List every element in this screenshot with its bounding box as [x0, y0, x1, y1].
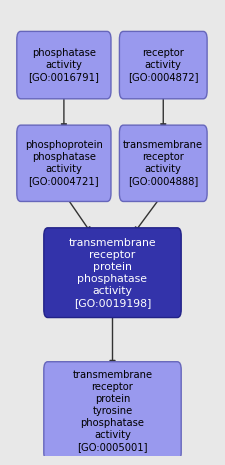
FancyBboxPatch shape [17, 32, 111, 99]
FancyBboxPatch shape [17, 125, 111, 201]
Text: phosphatase
activity
[GO:0016791]: phosphatase activity [GO:0016791] [29, 48, 99, 82]
FancyBboxPatch shape [119, 125, 207, 201]
Text: transmembrane
receptor
protein
tyrosine
phosphatase
activity
[GO:0005001]: transmembrane receptor protein tyrosine … [72, 370, 153, 452]
Text: receptor
activity
[GO:0004872]: receptor activity [GO:0004872] [128, 48, 198, 82]
Text: phosphoprotein
phosphatase
activity
[GO:0004721]: phosphoprotein phosphatase activity [GO:… [25, 140, 103, 186]
FancyBboxPatch shape [44, 362, 181, 460]
Text: transmembrane
receptor
protein
phosphatase
activity
[GO:0019198]: transmembrane receptor protein phosphata… [69, 238, 156, 308]
Text: transmembrane
receptor
activity
[GO:0004888]: transmembrane receptor activity [GO:0004… [123, 140, 203, 186]
FancyBboxPatch shape [119, 32, 207, 99]
FancyBboxPatch shape [44, 228, 181, 318]
